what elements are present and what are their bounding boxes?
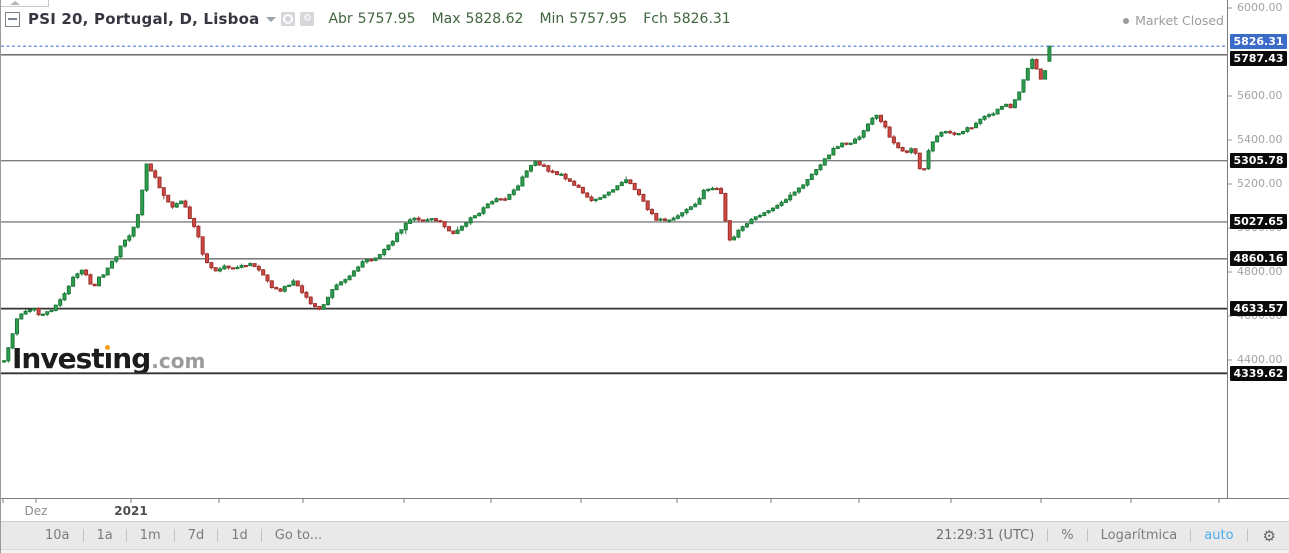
axis-price-label: 5600.00: [1237, 89, 1283, 102]
divider: [1086, 529, 1088, 542]
candlestick-chart[interactable]: Dez 2021: [1, 0, 1289, 521]
bottom-toolbar: 10a 1a 1m 7d 1d Go to... 21:29:31 (UTC) …: [1, 521, 1289, 549]
divider: [173, 529, 175, 542]
axis-price-label: 4800.00: [1237, 265, 1283, 278]
divider: [217, 529, 219, 542]
axis-price-label: 6000.00: [1237, 1, 1283, 14]
divider: [82, 529, 84, 542]
divider: [1047, 529, 1049, 542]
circle-icon: [283, 14, 294, 24]
range-1d-button[interactable]: 1d: [231, 528, 248, 543]
ohlc-open: Abr 5757.95: [328, 11, 416, 27]
watermark-orange-dot-icon: [104, 345, 110, 350]
status-dot-icon: [1123, 17, 1130, 24]
divider: [1190, 529, 1192, 542]
goto-button[interactable]: Go to...: [274, 528, 323, 543]
axis-price-label: 5400.00: [1237, 133, 1283, 146]
collapse-up-icon[interactable]: [10, 1, 20, 5]
chevron-down-icon[interactable]: [266, 16, 277, 22]
top-panel-edge: [1, 0, 49, 7]
range-1y-button[interactable]: 1a: [96, 528, 113, 543]
divider: [260, 529, 262, 542]
price-level-badge: 5027.65: [1230, 214, 1287, 229]
ohlc-readout: Abr 5757.95 Max 5828.62 Min 5757.95 Fch 5826…: [328, 11, 746, 27]
divider: [1246, 529, 1248, 542]
range-selector: 10a 1a 1m 7d 1d Go to...: [1, 528, 322, 543]
range-1m-button[interactable]: 1m: [139, 528, 161, 543]
auto-scale-button[interactable]: auto: [1204, 528, 1234, 543]
market-status-label: Market Closed: [1135, 13, 1224, 28]
range-7d-button[interactable]: 7d: [187, 528, 205, 543]
percent-scale-button[interactable]: %: [1061, 528, 1074, 543]
price-level-badge: 4633.57: [1230, 301, 1287, 316]
watermark-tld: .com: [151, 349, 206, 373]
price-axis[interactable]: 6000.005600.005400.005200.005000.004800.…: [1228, 0, 1289, 498]
divider: [125, 529, 127, 542]
svg-text:Dez: Dez: [25, 504, 48, 518]
axis-price-label: 4400.00: [1237, 353, 1283, 366]
toolbar-right: 21:29:31 (UTC) % Logarítmica auto ⚙: [936, 527, 1289, 545]
circle-icon-button[interactable]: [281, 12, 296, 26]
last-price-badge: 5826.31: [1230, 34, 1287, 49]
svg-text:2021: 2021: [114, 504, 147, 518]
chart-header: PSI 20, Portugal, D, Lisboa ⚙ Abr 5757.95…: [5, 10, 747, 28]
price-level-badge: 5787.43: [1230, 51, 1287, 66]
price-level-badge: 5305.78: [1230, 153, 1287, 168]
price-level-badge: 4860.16: [1230, 251, 1287, 266]
axis-price-label: 5200.00: [1237, 177, 1283, 190]
log-scale-button[interactable]: Logarítmica: [1100, 528, 1178, 543]
price-level-badge: 4339.62: [1230, 366, 1287, 381]
ohlc-high: Max 5828.62: [431, 11, 524, 27]
ohlc-close: Fch 5826.31: [643, 11, 731, 27]
investing-watermark: Investı ng .com: [12, 342, 205, 375]
market-status: Market Closed: [1123, 13, 1224, 28]
clock-readout: 21:29:31 (UTC): [935, 528, 1035, 543]
gear-icon: ⚙: [302, 13, 312, 24]
ohlc-low: Min 5757.95: [539, 11, 628, 27]
watermark-brand: Investı ng: [12, 342, 151, 375]
settings-gear-icon[interactable]: ⚙: [1262, 526, 1276, 545]
range-10y-button[interactable]: 10a: [45, 528, 70, 543]
chart-title: PSI 20, Portugal, D, Lisboa: [28, 10, 260, 28]
collapse-chart-icon[interactable]: [5, 11, 20, 27]
bottom-strip: [1, 549, 1289, 553]
gear-icon-button[interactable]: ⚙: [300, 12, 315, 26]
